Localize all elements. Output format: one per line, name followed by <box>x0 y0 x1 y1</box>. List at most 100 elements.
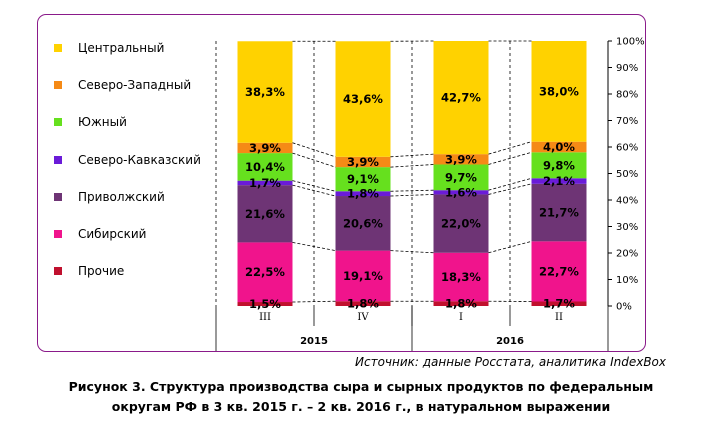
bar-segment <box>433 41 489 155</box>
data-label: 9,1% <box>347 172 379 186</box>
data-label: 9,7% <box>445 170 477 184</box>
y-tick-label: 70% <box>616 116 638 127</box>
data-label: 1,7% <box>543 297 575 311</box>
bar-segment <box>433 164 489 191</box>
x-tick-label: IV <box>357 312 369 323</box>
data-label: 1,7% <box>249 176 281 190</box>
bar-segment <box>433 252 489 302</box>
bar-segment <box>433 154 489 165</box>
legend-item: Северо-Кавказский <box>54 152 201 168</box>
series-connector <box>292 142 336 158</box>
data-label: 9,8% <box>543 158 575 172</box>
x-group-label: 2016 <box>496 336 524 347</box>
bar-segment <box>335 196 391 251</box>
data-label: 1,5% <box>249 297 281 311</box>
y-tick-label: 10% <box>616 275 638 286</box>
bar-segment <box>335 156 391 168</box>
bar-segment <box>531 152 587 179</box>
data-label: 2,1% <box>543 174 575 188</box>
data-label: 1,8% <box>347 187 379 201</box>
x-tick-label: II <box>555 312 563 323</box>
legend-swatch <box>54 192 62 201</box>
data-label: 1,6% <box>445 185 477 199</box>
series-connector <box>292 184 336 197</box>
data-label: 4,0% <box>543 140 575 154</box>
series-connector <box>390 250 434 254</box>
bar-segment <box>433 190 489 195</box>
legend-label: Южный <box>78 115 127 130</box>
series-connector <box>488 177 532 191</box>
data-label: 20,6% <box>343 216 383 230</box>
data-label: 10,4% <box>245 160 285 174</box>
data-label: 3,9% <box>347 155 379 169</box>
bar-segment <box>335 167 391 192</box>
data-label: 43,6% <box>343 92 383 106</box>
legend-item: Прочие <box>54 263 124 279</box>
legend-label: Центральный <box>78 41 165 55</box>
y-tick-label: 100% <box>616 37 645 48</box>
series-connector <box>292 180 336 192</box>
bar-segment <box>237 180 293 186</box>
data-label: 3,9% <box>249 141 281 155</box>
series-connector <box>488 151 532 165</box>
y-tick-label: 90% <box>616 63 638 74</box>
legend-item: Приволжский <box>54 189 165 205</box>
y-tick-label: 20% <box>616 249 638 260</box>
bar-segment <box>237 142 293 154</box>
legend-swatch <box>54 267 62 276</box>
data-label: 22,5% <box>245 265 285 279</box>
x-group-label: 2015 <box>300 336 328 347</box>
series-connector <box>488 141 532 155</box>
caption-line-2: округам РФ в 3 кв. 2015 г. – 2 кв. 2016 … <box>111 399 611 414</box>
series-connector <box>390 153 434 158</box>
bar-segment <box>531 41 587 142</box>
legend-swatch <box>54 44 62 52</box>
bar-segment <box>335 301 391 306</box>
data-label: 3,9% <box>445 152 477 166</box>
legend-label: Северо-Западный <box>78 78 192 93</box>
data-label: 21,6% <box>245 207 285 221</box>
y-tick-label: 50% <box>616 169 638 180</box>
bar-segment <box>335 41 391 157</box>
bar-segment <box>433 301 489 306</box>
legend-swatch <box>54 155 62 164</box>
y-tick-label: 60% <box>616 143 638 154</box>
data-label: 19,1% <box>343 269 383 283</box>
legend-swatch <box>54 81 62 90</box>
data-label: 21,7% <box>539 206 579 220</box>
bar-segment <box>531 183 587 242</box>
series-connector <box>488 240 532 254</box>
bar-segment <box>335 250 391 302</box>
bar-segment <box>335 191 391 197</box>
legend-label: Приволжский <box>78 189 165 204</box>
legend-swatch <box>54 230 62 238</box>
bar-segment <box>237 41 293 143</box>
bar-segment <box>433 194 489 253</box>
series-connector <box>292 152 336 168</box>
data-label: 38,3% <box>245 85 285 99</box>
legend-item: Южный <box>54 114 127 130</box>
data-label: 38,0% <box>539 84 579 98</box>
legend-item: Сибирский <box>54 226 146 242</box>
series-connector <box>292 300 336 303</box>
x-tick-label: I <box>459 312 463 323</box>
x-tick-label: III <box>259 312 271 323</box>
y-tick-label: 30% <box>616 222 638 233</box>
data-label: 1,8% <box>445 297 477 311</box>
y-tick-label: 80% <box>616 90 638 101</box>
chart-frame <box>37 14 646 352</box>
caption-line-1: Рисунок 3. Структура производства сыра и… <box>68 379 654 394</box>
figure-caption: Рисунок 3. Структура производства сыра и… <box>0 377 722 417</box>
bar-segment <box>531 178 587 184</box>
legend-swatch <box>54 118 62 127</box>
series-connector <box>390 189 434 192</box>
bar-segment <box>531 141 587 153</box>
data-label: 18,3% <box>441 270 481 284</box>
legend-label: Северо-Кавказский <box>78 152 201 167</box>
data-label: 22,0% <box>441 217 481 231</box>
legend-label: Прочие <box>78 264 125 279</box>
bar-segment <box>237 302 293 306</box>
bar-segment <box>531 241 587 302</box>
series-connector <box>488 183 532 195</box>
